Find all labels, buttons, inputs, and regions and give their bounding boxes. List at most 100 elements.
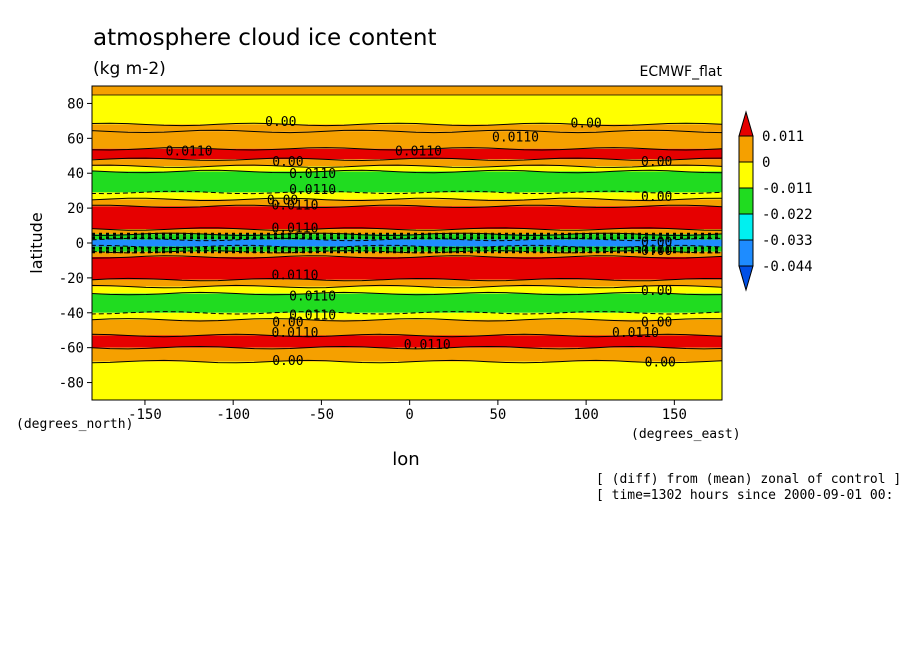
contour-line-19 (91, 318, 723, 322)
x-tick-label-0: -150 (128, 407, 162, 423)
band-16 (92, 279, 722, 287)
x-axis-label: lon (392, 449, 419, 470)
contour-line-5 (91, 169, 723, 174)
footnote-time: [ time=1302 hours since 2000-09-01 00: (596, 488, 893, 503)
contour-line-10 (91, 232, 723, 236)
colorbar: 0.011 0 -0.011 -0.022 -0.033 -0.044 (738, 110, 813, 292)
contour-line-3 (91, 157, 723, 162)
colorbar-top-arrow (738, 110, 754, 137)
colorbar-label-0: 0.011 (762, 129, 804, 145)
x-tick-label-1: -100 (216, 407, 250, 423)
y-axis-units: (degrees_north) (16, 417, 133, 432)
contour-label-18: 0.0110 (289, 309, 336, 324)
contour-label-8: 0.0110 (289, 183, 336, 198)
contour-label-5: 0.00 (272, 155, 303, 170)
band-22 (92, 347, 722, 362)
band-4 (92, 159, 722, 167)
contour-line-21 (91, 345, 723, 350)
contour-line-17 (91, 291, 723, 296)
band-23 (92, 361, 722, 400)
contour-label-11: 0.0110 (271, 199, 318, 214)
y-axis-label: latitude (27, 212, 46, 273)
band-2 (92, 131, 722, 149)
y-tick-label-2: -40 (59, 306, 84, 322)
contour-label-2: 0.0110 (492, 131, 539, 146)
x-tick-label-6: 150 (662, 407, 687, 423)
colorbar-label-1: 0 (762, 155, 770, 171)
band-10 (92, 229, 722, 235)
y-tick-label-5: 20 (67, 201, 84, 217)
contour-label-23: 0.0110 (404, 338, 451, 353)
band-15 (92, 256, 722, 280)
x-axis: -150 -100 -50 0 50 100 150 (128, 400, 687, 423)
y-tick-label-3: -20 (59, 271, 84, 287)
band-9 (92, 206, 722, 230)
contour-label-0: 0.00 (265, 115, 296, 130)
contour-label-15: 0.0110 (271, 268, 318, 283)
contour-line-9 (91, 227, 723, 231)
x-tick-label-5: 100 (573, 407, 598, 423)
contour-label-24: 0.00 (272, 354, 303, 369)
contour-line-15 (91, 277, 723, 282)
contour-line-4 (91, 164, 723, 168)
band-3 (92, 148, 722, 160)
contour-line-0 (91, 122, 723, 127)
band-21 (92, 335, 722, 348)
contour-label-13: 0.00 (641, 235, 672, 250)
x-tick-label-4: 50 (489, 407, 506, 423)
contour-lines (91, 122, 723, 364)
contour-label-25: 0.00 (645, 356, 676, 371)
x-tick-label-2: -50 (309, 407, 334, 423)
contour-label-19: 0.00 (272, 316, 303, 331)
colorbar-bottom-arrow (738, 265, 754, 292)
contour-line-13 (91, 250, 723, 254)
y-tick-label-6: 40 (67, 166, 84, 182)
contour-line-8 (91, 204, 723, 209)
y-tick-label-1: -60 (59, 341, 84, 357)
chart-title: atmosphere cloud ice content (93, 25, 436, 51)
contour-label-22: 0.0110 (612, 326, 659, 341)
contour-line-22 (91, 359, 723, 364)
north-orange-intrusion (91, 85, 723, 96)
band-12 (92, 239, 722, 247)
band-1 (92, 124, 722, 132)
contour-line-14 (91, 255, 723, 259)
y-tick-label-0: -80 (59, 376, 84, 392)
band-8 (92, 199, 722, 207)
contour-label-4: 0.0110 (395, 145, 442, 160)
x-tick-label-3: 0 (405, 407, 413, 423)
contour-line-12 (91, 244, 723, 249)
y-tick-label-4: 0 (76, 236, 84, 252)
colorbar-label-2: -0.011 (762, 181, 813, 197)
band-19 (92, 312, 722, 320)
contour-line-18 (91, 311, 723, 315)
colorbar-seg-1 (738, 135, 754, 163)
contour-label-7: 0.0110 (289, 167, 336, 182)
contour-label-10: 0.00 (267, 193, 298, 208)
y-tick-label-7: 60 (67, 131, 84, 147)
colorbar-seg-5 (738, 239, 754, 267)
contour-label-16: 0.00 (641, 284, 672, 299)
band-14 (92, 251, 722, 257)
contour-line-20 (91, 333, 723, 338)
contour-line-6 (91, 190, 723, 195)
chart-source-label: ECMWF_flat (640, 64, 723, 80)
footnote-diff: [ (diff) from (mean) zonal of control ] (596, 472, 901, 487)
contour-label-3: 0.0110 (166, 145, 213, 160)
contour-label-6: 0.00 (641, 155, 672, 170)
contour-line-1 (91, 129, 723, 134)
band-6 (92, 171, 722, 193)
contour-label-21: 0.0110 (271, 326, 318, 341)
contour-line-7 (91, 197, 723, 202)
contour-label-14: 0.00 (641, 244, 672, 259)
y-tick-label-8: 80 (67, 96, 84, 112)
contour-label-17: 0.0110 (289, 289, 336, 304)
contour-label-9: 0.00 (641, 190, 672, 205)
chart-units: (kg m-2) (93, 59, 166, 79)
band-5 (92, 166, 722, 172)
y-axis: -80 -60 -40 -20 0 20 40 60 80 (59, 96, 92, 392)
colorbar-label-3: -0.022 (762, 207, 813, 223)
